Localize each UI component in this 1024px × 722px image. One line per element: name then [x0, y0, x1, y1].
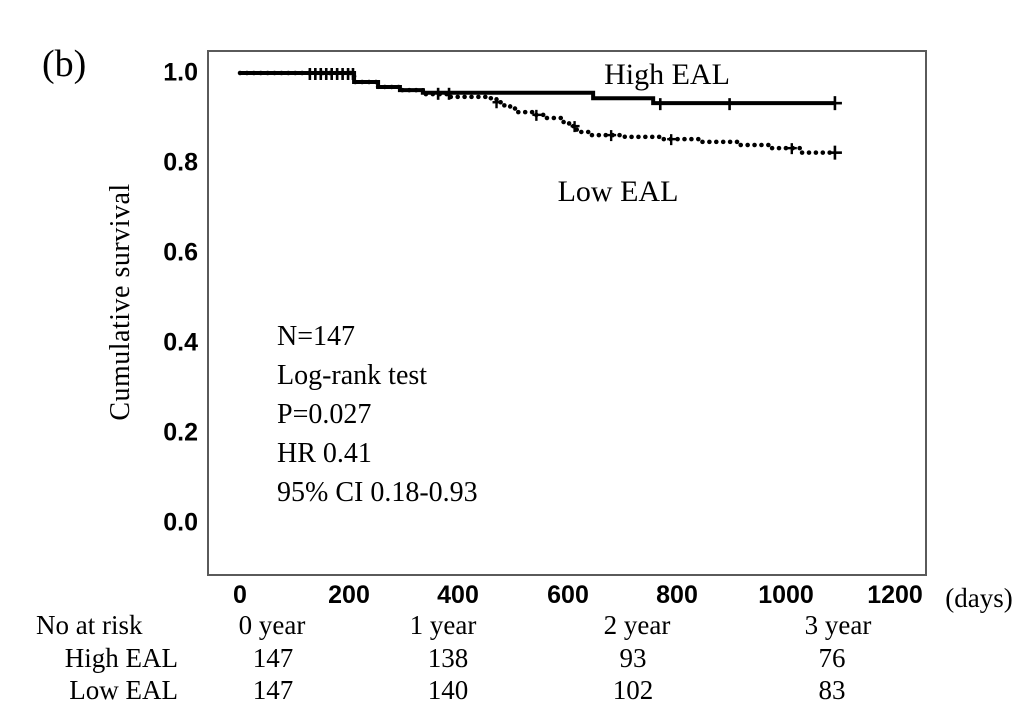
- x-tick-label: 1200: [867, 581, 923, 609]
- y-axis-title: Cumulative survival: [105, 183, 136, 421]
- risk-value: 140: [427, 675, 469, 705]
- y-tick-label: 1.0: [163, 58, 198, 87]
- risk-value: 83: [818, 675, 846, 705]
- risk-table-header: No at risk: [36, 610, 143, 640]
- stats-line-ci: 95% CI 0.18-0.93: [277, 477, 478, 508]
- x-tick-label: 800: [656, 581, 698, 609]
- risk-value: 102: [612, 675, 654, 705]
- risk-table-year-label: 2 year: [603, 610, 671, 640]
- risk-value: 93: [619, 643, 647, 673]
- y-tick-label: 0.2: [163, 418, 198, 447]
- risk-value: 76: [818, 643, 846, 673]
- km-curve-high-eal: [240, 71, 835, 106]
- y-tick-label: 0.0: [163, 508, 198, 537]
- x-axis-unit: (days): [945, 583, 1013, 613]
- risk-table-year-label: 0 year: [238, 610, 306, 640]
- stats-line-test: Log-rank test: [277, 360, 428, 391]
- stats-line-p: P=0.027: [277, 399, 372, 430]
- x-tick-label: 0: [233, 581, 247, 609]
- stats-line-n: N=147: [277, 321, 356, 352]
- y-tick-label: 0.6: [163, 238, 198, 267]
- x-tick-label: 600: [547, 581, 589, 609]
- risk-value: 138: [427, 643, 469, 673]
- stats-annotation: N=147 Log-rank test P=0.027 HR 0.41 95% …: [277, 317, 478, 512]
- risk-value: 147: [252, 643, 294, 673]
- plot-area: [207, 50, 927, 576]
- km-plot-svg: [237, 68, 842, 160]
- y-tick-label: 0.8: [163, 148, 198, 177]
- risk-value: 147: [252, 675, 294, 705]
- risk-table-year-label: 1 year: [409, 610, 477, 640]
- x-tick-label: 400: [437, 581, 479, 609]
- curve-label-low-eal: Low EAL: [557, 175, 679, 208]
- stats-line-hr: HR 0.41: [277, 438, 372, 469]
- panel-label: (b): [42, 43, 87, 85]
- risk-row-label-low-eal: Low EAL: [69, 675, 178, 705]
- x-tick-label: 1000: [758, 581, 814, 609]
- curve-label-high-eal: High EAL: [604, 58, 730, 91]
- risk-row-label-high-eal: High EAL: [64, 643, 178, 673]
- y-tick-label: 0.4: [163, 328, 198, 357]
- risk-table-year-label: 3 year: [804, 610, 872, 640]
- x-tick-label: 200: [328, 581, 370, 609]
